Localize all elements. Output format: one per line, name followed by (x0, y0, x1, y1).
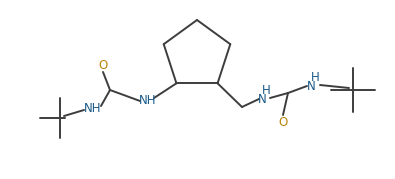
Text: N: N (307, 79, 315, 93)
Text: H: H (310, 71, 320, 83)
Text: NH: NH (84, 101, 102, 115)
Text: H: H (261, 83, 270, 96)
Text: O: O (278, 117, 288, 129)
Text: O: O (98, 59, 107, 71)
Text: NH: NH (139, 93, 157, 107)
Text: N: N (258, 93, 266, 105)
